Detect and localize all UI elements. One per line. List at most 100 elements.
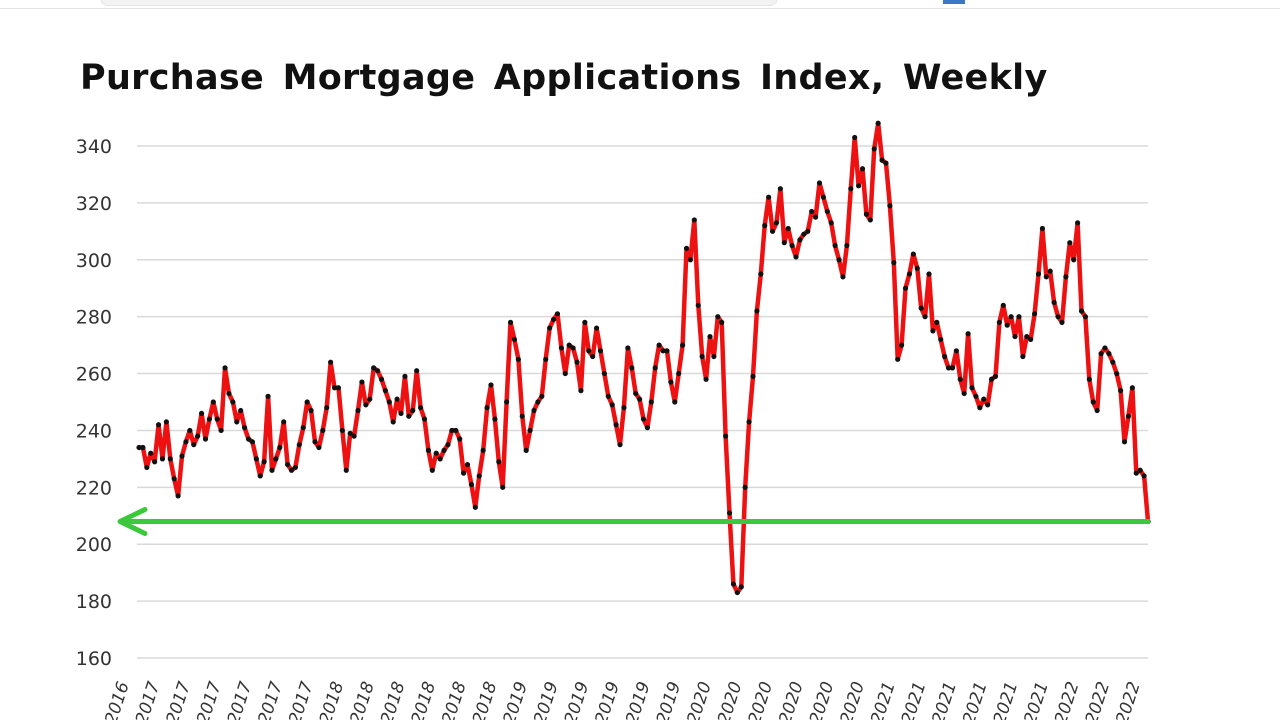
data-point	[331, 385, 338, 391]
data-point	[828, 220, 834, 226]
data-point	[723, 433, 729, 439]
data-point	[1121, 439, 1128, 445]
x-tick-label: 2020	[837, 679, 869, 720]
data-point	[1024, 333, 1030, 340]
data-point	[531, 407, 537, 414]
x-tick-label: 2019	[530, 679, 562, 720]
data-point	[429, 467, 435, 473]
x-tick-label: 2018	[346, 679, 378, 720]
data-point	[1028, 336, 1034, 343]
data-point	[734, 589, 740, 596]
data-point	[300, 425, 306, 431]
data-point	[535, 399, 541, 405]
data-point	[171, 476, 177, 482]
data-point	[597, 348, 604, 354]
data-point	[1075, 220, 1081, 226]
data-point	[238, 407, 244, 414]
data-point	[500, 484, 506, 490]
data-point	[417, 405, 424, 411]
data-point	[625, 345, 631, 351]
data-point	[656, 342, 662, 348]
data-point	[249, 439, 256, 445]
data-point	[550, 316, 557, 323]
data-point	[1082, 314, 1089, 320]
data-point	[1004, 322, 1010, 328]
data-point	[922, 314, 928, 320]
data-point	[578, 388, 584, 394]
data-point	[640, 416, 647, 422]
data-point	[288, 467, 295, 473]
data-point	[285, 461, 291, 468]
data-point	[719, 319, 725, 325]
data-point	[699, 353, 705, 360]
data-point	[359, 379, 365, 385]
data-point	[636, 396, 643, 402]
data-point	[844, 242, 850, 249]
x-tick-label: 2022	[1082, 679, 1114, 720]
data-point	[852, 134, 858, 141]
data-point	[464, 461, 471, 468]
x-tick-label: 2021	[1020, 679, 1052, 720]
x-tick-label: 2020	[714, 679, 746, 720]
data-point	[1055, 314, 1061, 320]
data-point	[769, 228, 776, 234]
data-point	[1031, 311, 1038, 317]
data-point	[187, 427, 193, 434]
y-tick-label: 300	[76, 250, 112, 272]
data-point	[355, 407, 361, 414]
data-point	[1137, 467, 1143, 473]
data-point	[195, 433, 201, 439]
data-point	[1047, 268, 1053, 274]
data-point	[609, 402, 615, 408]
data-point	[281, 419, 287, 425]
data-point	[926, 271, 932, 277]
data-point	[1035, 271, 1042, 277]
data-point	[1008, 314, 1014, 320]
data-point	[222, 365, 228, 371]
data-point	[269, 467, 275, 473]
data-point	[593, 325, 600, 331]
x-tick-label: 2021	[959, 679, 991, 720]
data-point	[167, 456, 173, 462]
x-tick-label: 2017	[224, 679, 256, 720]
data-point	[840, 274, 846, 280]
data-point	[1078, 308, 1085, 314]
data-point	[320, 427, 326, 434]
data-point	[985, 402, 991, 408]
data-point	[996, 319, 1002, 325]
data-point	[887, 203, 893, 209]
data-point	[539, 393, 545, 399]
data-point	[371, 365, 377, 371]
browser-top-strip	[0, 0, 1280, 9]
data-point	[148, 450, 154, 456]
x-tick-label: 2020	[806, 679, 838, 720]
data-point	[660, 348, 666, 354]
x-tick-label: 2018	[438, 679, 470, 720]
data-point	[965, 331, 971, 337]
data-point	[472, 504, 478, 510]
x-tick-label: 2018	[316, 679, 348, 720]
y-tick-label: 240	[76, 420, 112, 442]
data-point	[183, 439, 189, 445]
data-point	[758, 271, 764, 277]
data-point	[398, 410, 404, 416]
data-point	[144, 464, 150, 471]
x-tick-label: 2019	[500, 679, 532, 720]
data-point	[515, 356, 521, 362]
data-point	[406, 413, 412, 419]
data-point	[707, 333, 713, 340]
data-point	[781, 240, 787, 246]
data-point	[308, 407, 314, 414]
data-point	[613, 422, 619, 428]
data-point	[590, 353, 596, 360]
data-point	[789, 242, 795, 249]
data-point	[773, 220, 780, 226]
data-point	[883, 160, 889, 166]
data-point	[378, 376, 385, 382]
data-point	[981, 396, 987, 402]
data-point	[457, 436, 463, 442]
data-point	[425, 447, 432, 453]
data-point	[895, 356, 901, 362]
data-point	[992, 373, 999, 379]
data-point	[198, 410, 205, 416]
